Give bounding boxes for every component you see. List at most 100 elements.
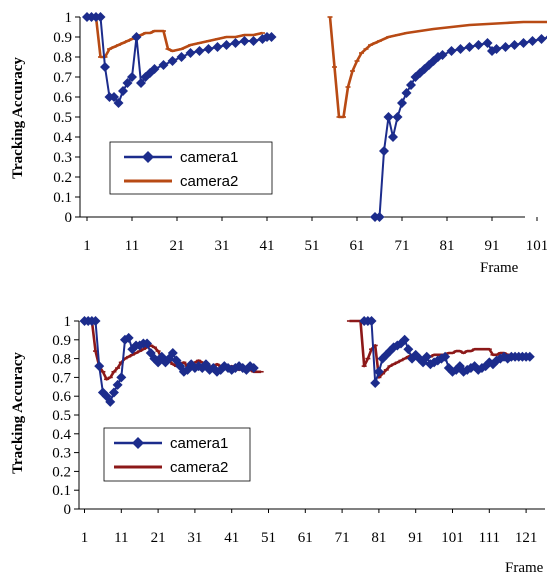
chart-2-camera2-line [349,319,523,379]
chart-1-x-tick-label: 31 [215,238,230,254]
chart-2-x-tick-label: 121 [515,530,538,546]
chart-1-camera1-line [87,16,272,104]
chart-2-camera1-point [373,366,384,377]
chart-1-camera1-point [406,80,416,90]
chart-1-camera1-point [473,40,484,50]
chart-1-camera1-point [266,32,277,42]
chart-2-camera1-point [399,334,410,345]
chart-1-x-tick-label: 1 [83,238,91,254]
chart-2-y-tick-label: 0.6 [52,389,71,405]
chart-1-x-tick-label: 41 [260,238,275,254]
chart-1-legend-camera1-label: camera1 [180,149,238,166]
chart-2-x-tick-label: 81 [371,530,386,546]
chart-1-camera1-point [176,52,187,62]
chart-2-x-tick-label: 1 [81,530,89,546]
chart-1-y-tick-label: 0.5 [53,110,72,126]
chart-1-camera1-point [149,64,160,74]
chart-2-y-tick-label: 0.4 [52,427,71,443]
chart-1-camera1-point [194,46,205,56]
chart-1-x-tick-label: 51 [305,238,320,254]
chart-1-camera1-point [113,98,124,108]
chart-2-x-ticks: 1 11 21 31 41 51 61 71 81 91 101 111 121 [81,509,538,546]
chart-2-camera1-point [116,372,127,383]
chart-1: Tracking Accuracy 0 0.1 0.2 0.3 0.4 0.5 0.6 0.7… [10,10,547,276]
chart-1-x-tick-label: 101 [526,238,547,254]
chart-1-camera1-point [482,38,493,48]
chart-2: Tracking Accuracy 0 0.1 0.2 0.3 0.4 0.5 0.6 0.7… [10,314,545,576]
chart-1-camera1-point [518,38,529,48]
chart-1-camera1-point [100,62,110,72]
chart-2-x-tick-label: 51 [261,530,276,546]
chart-2-camera1-point [90,316,101,326]
chart-2-camera1-point [94,361,105,372]
chart-1-camera1-point [455,44,466,54]
chart-1-camera1-point [95,12,106,22]
chart-1-camera1-point [230,38,241,48]
chart-2-camera1-point [167,347,178,358]
chart-1-camera1-point [388,132,398,142]
chart-1-camera1-point [491,44,502,54]
chart-1-camera1-point [401,88,412,98]
chart-1-xlabel: Frame [480,260,519,276]
chart-1-camera1-point [118,86,128,96]
chart-2-x-tick-label: 91 [408,530,423,546]
chart-2-xlabel: Frame [505,560,544,576]
chart-1-camera1-point [374,212,385,222]
chart-1-y-tick-label: 0.7 [53,70,72,86]
chart-2-camera1-point [403,344,414,355]
chart-2-y-tick-label: 0.9 [52,333,71,349]
chart-1-camera1-point [379,146,389,156]
chart-1-camera1-point [127,72,137,82]
chart-1-camera1-point [185,48,196,58]
chart-1-camera1-point [136,78,146,88]
chart-1-camera1-point [167,56,178,66]
chart-2-x-tick-label: 41 [224,530,239,546]
chart-2-legend-box [103,427,251,482]
chart-2-x-tick-label: 61 [298,530,313,546]
chart-1-y-tick-label: 0.2 [53,170,72,186]
chart-2-ylabel: Tracking Accuracy [10,352,26,474]
chart-2-y-tick-label: 0.1 [52,483,71,499]
chart-1-legend-camera2-label: camera2 [180,173,238,190]
chart-1-legend-camera1-marker [142,151,154,163]
chart-2-y-tick-label: 0.3 [52,446,71,462]
chart-1-camera1-point [212,42,223,52]
chart-2-x-tick-label: 111 [479,530,500,546]
chart-2-camera1-point [123,332,134,343]
chart-2-camera1-point [440,351,451,362]
chart-2-x-tick-label: 11 [114,530,128,546]
chart-1-camera1-point [203,44,214,54]
chart-2-x-tick-label: 31 [187,530,202,546]
chart-1-y-tick-label: 0.3 [53,150,72,166]
chart-1-camera1-point [500,42,511,52]
chart-1-camera1-point [122,78,133,88]
chart-1-y-tick-label: 0.8 [53,50,72,66]
chart-1-camera1-point [464,42,475,52]
chart-2-y-tick-label: 1 [64,314,72,330]
chart-2-camera1-point [370,378,381,389]
chart-2-y-tick-label: 0.2 [52,464,71,480]
chart-2-legend-camera1-marker [132,437,144,449]
chart-1-camera1-point [446,46,457,56]
chart-1-x-tick-label: 81 [440,238,455,254]
chart-2-camera1-point [366,316,377,326]
chart-1-y-tick-label: 0 [65,210,73,226]
chart-2-x-tick-label: 21 [151,530,166,546]
chart-1-camera1-point [239,36,250,46]
chart-2-camera1-point [112,379,123,390]
chart-1-camera1-point [221,40,232,50]
chart-1-camera1-point [536,34,547,44]
chart-2-camera1-point [524,351,535,362]
chart-1-y-tick-label: 0.6 [53,90,72,106]
chart-1-series [82,12,547,222]
chart-1-camera1-point [397,98,407,108]
chart-2-camera1-point [108,387,119,398]
chart-1-x-tick-label: 21 [170,238,185,254]
chart-2-series [79,316,535,407]
chart-2-y-tick-label: 0.5 [52,408,71,424]
chart-2-x-tick-label: 101 [441,530,464,546]
chart-1-camera1-point [131,32,142,42]
chart-2-x-tick-label: 71 [335,530,350,546]
chart-1-camera1-point [383,112,394,122]
